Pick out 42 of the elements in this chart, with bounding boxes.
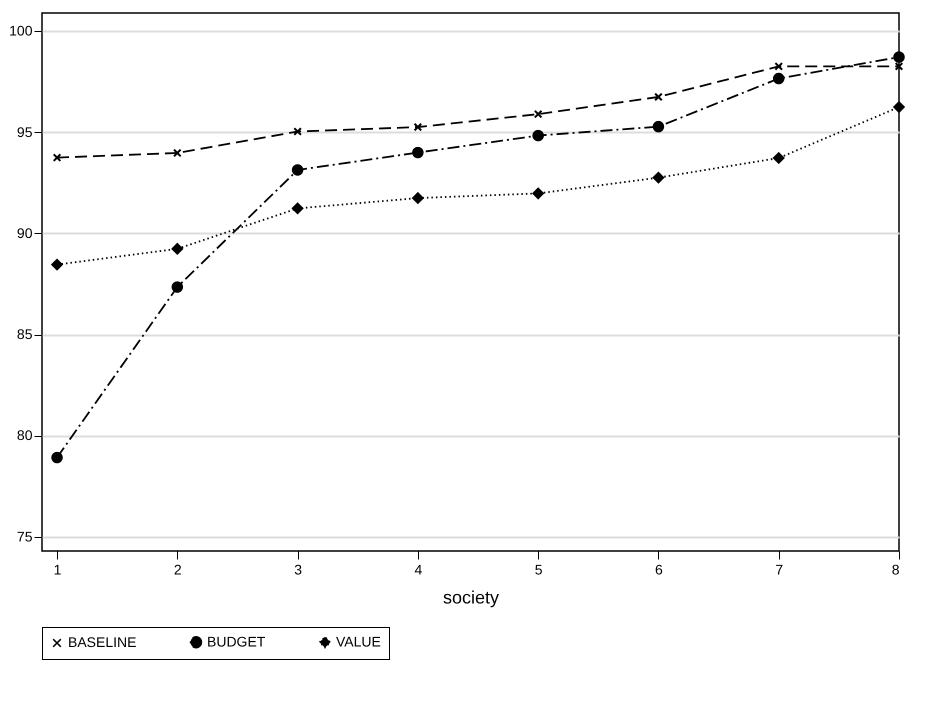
point xyxy=(292,202,304,214)
point xyxy=(292,164,304,176)
y-tick-label: 100 xyxy=(9,22,33,39)
y-tick-label: 80 xyxy=(16,427,33,444)
point xyxy=(52,153,62,162)
x-axis-title: society xyxy=(442,588,500,608)
y-tick-label: 95 xyxy=(16,124,33,140)
point xyxy=(172,148,182,158)
x-tick-label: 6 xyxy=(655,562,664,578)
x-tick-label: 3 xyxy=(294,562,302,578)
point xyxy=(414,122,422,132)
x-tick-label: 4 xyxy=(414,562,422,578)
point xyxy=(532,130,544,142)
point xyxy=(412,146,424,158)
x-tick-label: 1 xyxy=(54,562,62,578)
legend-label: BASELINE xyxy=(68,634,136,650)
legend-label: BUDGET xyxy=(207,633,266,650)
point xyxy=(172,281,184,293)
y-tick-label: 75 xyxy=(16,528,33,544)
point xyxy=(652,172,664,184)
point xyxy=(51,258,63,270)
point xyxy=(894,62,904,71)
point xyxy=(774,62,784,71)
point xyxy=(412,192,424,204)
point xyxy=(532,188,544,200)
point xyxy=(534,110,542,118)
point xyxy=(172,243,184,255)
y-tick-label: 85 xyxy=(16,326,33,342)
point xyxy=(893,51,905,63)
point xyxy=(652,120,664,132)
x-tick-label: 8 xyxy=(892,562,900,578)
legend-label: VALUE xyxy=(336,633,381,650)
y-tick-label: 90 xyxy=(16,224,33,241)
point xyxy=(51,452,63,464)
point xyxy=(772,72,784,84)
x-tick-label: 7 xyxy=(775,562,784,578)
x-tick-label: 2 xyxy=(174,562,182,578)
point xyxy=(772,152,784,164)
point xyxy=(654,92,663,102)
point xyxy=(293,127,302,136)
point xyxy=(893,101,905,113)
x-tick-label: 5 xyxy=(534,562,543,578)
